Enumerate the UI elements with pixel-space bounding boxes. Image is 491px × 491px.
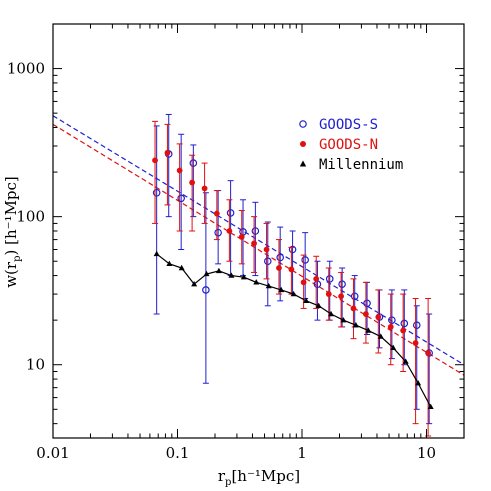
data-point (240, 274, 247, 280)
series-goods-s (152, 113, 433, 425)
data-point (301, 256, 309, 264)
legend-label: Millennium (319, 157, 403, 173)
y-axis-label: w(rp) [h⁻¹Mpc] (2, 176, 23, 288)
y-label-rest: ) [h⁻¹Mpc] (2, 176, 20, 255)
data-point (191, 280, 198, 287)
plot-data (53, 113, 464, 437)
plot-area (53, 113, 464, 437)
data-point (400, 327, 407, 334)
data-point (387, 324, 394, 330)
data-point (328, 310, 335, 317)
data-point (402, 358, 409, 364)
data-point (226, 228, 233, 234)
data-point (325, 275, 334, 283)
data-point (215, 267, 222, 274)
data-point (363, 299, 371, 308)
data-point (313, 275, 320, 282)
data-point (388, 316, 396, 324)
data-point (189, 159, 198, 167)
legend-marker-filled-circle (300, 141, 306, 147)
legend-marker-open-circle (299, 120, 307, 128)
data-point (375, 314, 382, 320)
data-point (350, 305, 357, 312)
data-point (263, 257, 272, 266)
x-label-sub: p (225, 477, 231, 488)
data-point (176, 167, 183, 174)
data-point (201, 185, 208, 192)
data-point (202, 286, 210, 294)
series-goods-n (152, 120, 432, 437)
data-point (276, 253, 284, 262)
data-point (377, 333, 384, 339)
data-point (288, 266, 295, 273)
data-point (415, 380, 422, 386)
data-point (189, 179, 196, 186)
legend: GOODS-S GOODS-N Millennium (299, 117, 403, 173)
data-point (315, 302, 322, 309)
y-tick-label: 1000 (7, 60, 45, 78)
y-tick-label: 100 (16, 208, 45, 226)
data-point (164, 149, 171, 156)
x-label-main: r (218, 467, 226, 485)
data-point (166, 260, 173, 267)
data-point (363, 311, 369, 317)
data-point (338, 280, 346, 288)
axes: 0.01 0.1 1 10 10 100 1000 (7, 23, 465, 462)
data-point (152, 188, 161, 197)
fit-line-0 (53, 115, 464, 366)
y-tick-label: 10 (26, 356, 45, 374)
data-point (278, 286, 285, 293)
data-point (300, 279, 307, 286)
data-point (325, 291, 332, 297)
legend-label: GOODS-S (319, 117, 378, 133)
data-point (265, 282, 272, 289)
data-point (276, 265, 282, 271)
data-point (153, 250, 160, 257)
data-point (178, 264, 185, 271)
series-millennium (153, 250, 434, 409)
x-tick-label: 1 (297, 444, 307, 462)
data-point (350, 292, 359, 301)
fit-line-1 (53, 123, 464, 376)
x-axis-label: rp[h⁻¹Mpc] (218, 467, 300, 488)
data-point (427, 403, 434, 409)
data-point (213, 210, 220, 217)
x-tick-label: 10 (417, 444, 436, 462)
y-label-main: w(r (2, 261, 20, 288)
data-point (263, 246, 270, 253)
data-point (214, 228, 222, 237)
data-point (365, 327, 372, 333)
x-tick-label: 0.01 (36, 444, 69, 462)
legend-marker-triangle (299, 160, 307, 167)
data-point (251, 240, 257, 247)
data-point (338, 293, 344, 300)
data-point (253, 279, 260, 285)
legend-item-goods-s: GOODS-S (299, 117, 378, 133)
data-point (340, 316, 347, 323)
data-point (352, 321, 359, 328)
data-point (412, 340, 419, 346)
x-label-rest: [h⁻¹Mpc] (231, 467, 300, 485)
y-label-sub: p (12, 256, 23, 262)
data-point (288, 245, 297, 254)
data-point (290, 290, 297, 297)
data-point (226, 209, 235, 217)
data-point (228, 272, 235, 278)
data-point (177, 194, 185, 203)
data-point (238, 233, 245, 240)
data-point (425, 350, 432, 356)
data-point (390, 344, 397, 351)
data-point (251, 227, 260, 235)
data-point (203, 270, 210, 277)
legend-label: GOODS-N (319, 137, 378, 153)
data-point (400, 319, 409, 328)
data-point (152, 157, 158, 164)
legend-item-millennium: Millennium (299, 157, 403, 173)
data-point (412, 321, 421, 329)
data-point (303, 297, 310, 304)
legend-item-goods-n: GOODS-N (300, 137, 378, 153)
x-tick-label: 0.1 (166, 444, 190, 462)
